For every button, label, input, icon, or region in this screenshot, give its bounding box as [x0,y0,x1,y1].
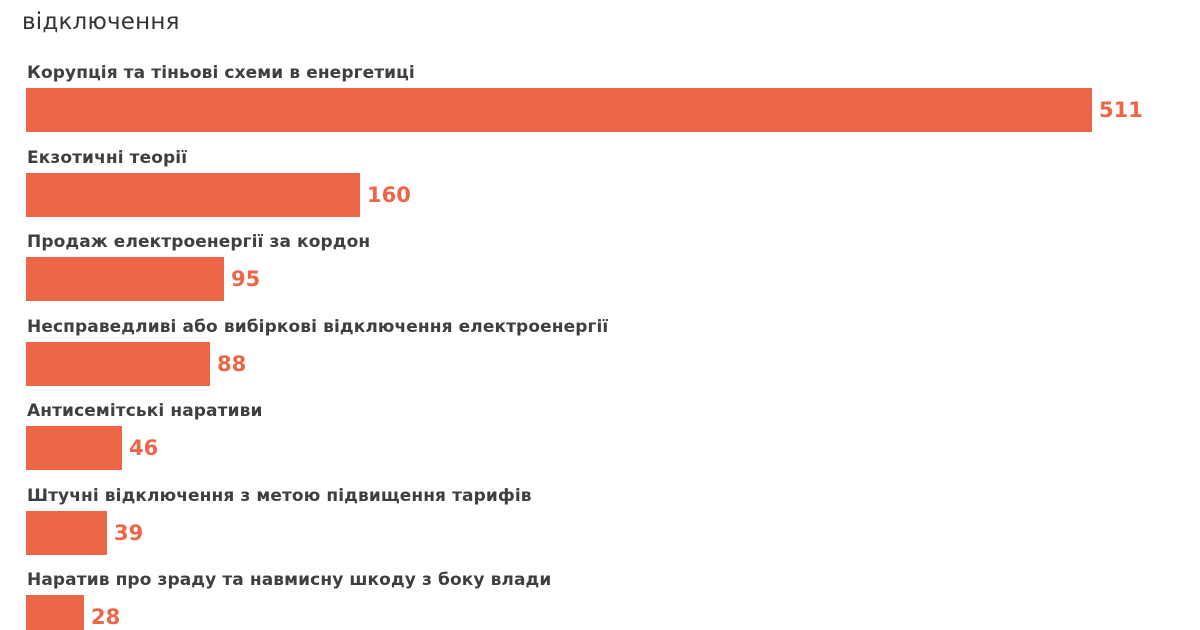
bar-row: Наратив про зраду та навмисну шкоду з бо… [26,567,1186,630]
bar [26,426,122,470]
bar-value: 511 [1099,98,1143,122]
bar-row: Корупція та тіньові схеми в енергетиці 5… [26,60,1186,145]
bar-label: Продаж електроенергії за кордон [27,232,371,252]
bar-row: Несправедливі або вибіркові відключення … [26,314,1186,399]
bar-row: Екзотичні теорії 160 [26,145,1186,230]
bar-label: Екзотичні теорії [27,147,188,168]
bar-label: Антисемітські наративи [27,401,263,421]
bar [26,595,84,630]
bar [26,172,360,217]
bar-value: 88 [217,351,247,376]
bar-row: Штучні відключення з метою підвищення та… [26,483,1186,568]
bar-value: 39 [114,520,144,545]
bar-label: Несправедливі або вибіркові відключення … [27,316,609,337]
bar-value: 46 [129,436,159,460]
bar [26,257,224,301]
bar-row: Антисемітські наративи 46 [26,398,1186,483]
chart-title: відключення [22,9,180,35]
bar-row: Продаж електроенергії за кордон 95 [26,229,1186,314]
bar-label: Наратив про зраду та навмисну шкоду з бо… [27,570,552,590]
bar [26,510,107,555]
bar-value: 28 [91,605,121,629]
bar-label: Штучні відключення з метою підвищення та… [27,485,532,506]
bar [26,88,1092,132]
bar-value: 95 [231,267,261,291]
bar [26,341,210,386]
bar-value: 160 [367,182,411,207]
bar-chart: Корупція та тіньові схеми в енергетиці 5… [26,60,1186,630]
bar-label: Корупція та тіньові схеми в енергетиці [27,63,415,83]
